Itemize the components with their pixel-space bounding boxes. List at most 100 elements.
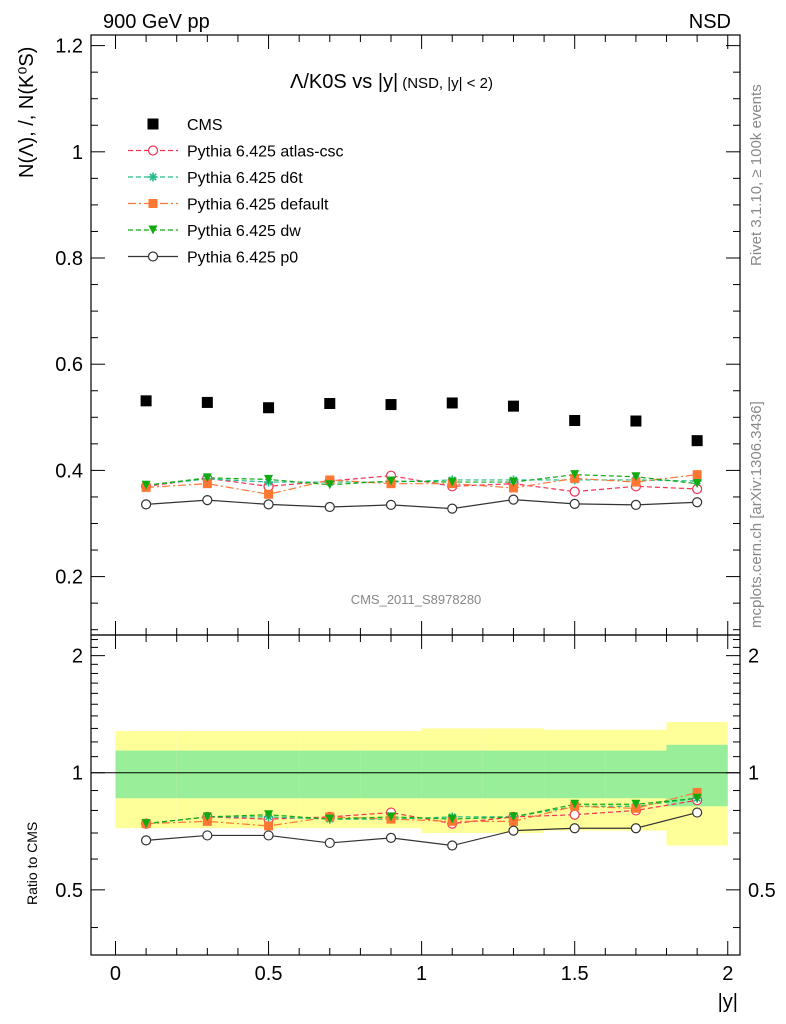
point-pythia-6-425-dw — [202, 473, 212, 483]
header-left-label: 900 GeV pp — [103, 11, 210, 33]
legend-entry-pythia-6-425-atlas-csc: Pythia 6.425 atlas-csc — [128, 144, 344, 161]
x-tick-label: 1.5 — [561, 963, 589, 985]
ratio-y-tick-label-right: 2 — [748, 646, 759, 668]
ratio-line-pythia-6-425-dw — [146, 797, 698, 825]
legend-marker — [147, 251, 159, 262]
y-tick-label: 0.4 — [55, 460, 83, 482]
ratio-point-pythia-6-425-default — [264, 821, 274, 831]
ratio-line-pythia-6-425-p0 — [146, 811, 698, 847]
ratio-point-pythia-6-425-p0 — [692, 807, 703, 818]
mcplots-reference-text: mcplots.cern.ch [arXiv:1306.3436] — [748, 401, 765, 628]
point-cms — [446, 397, 458, 409]
axis-ticks — [91, 35, 740, 955]
ratio-point-pythia-6-425-p0 — [324, 837, 335, 849]
point-cms — [569, 414, 581, 426]
point-cms — [263, 402, 275, 414]
ratio-point-pythia-6-425-p0 — [263, 830, 274, 841]
plot-title: Λ/K0S vs |y| (NSD, |y| < 2) — [290, 71, 493, 93]
ratio-point-pythia-6-425-p0 — [447, 840, 458, 851]
point-pythia-6-425-default — [325, 475, 335, 485]
ratio-y-axis-label: Ratio to CMS — [24, 822, 40, 905]
legend-entry-cms: CMS — [147, 117, 223, 134]
point-pythia-6-425-p0 — [508, 494, 519, 505]
ratio-point-pythia-6-425-p0 — [385, 832, 397, 844]
series-line-pythia-6-425-p0 — [146, 498, 698, 510]
point-pythia-6-425-dw — [692, 479, 702, 489]
x-tick-label: 0.5 — [255, 963, 283, 985]
legend-marker — [148, 225, 158, 235]
y-tick-label: 1.2 — [55, 36, 83, 58]
legend-label: Pythia 6.425 dw — [187, 223, 301, 240]
series-lines — [146, 474, 698, 847]
legend-label: CMS — [187, 117, 223, 134]
axis-tick-labels: 0 0.5 1 1.5 2 0.2 0.4 0.6 0.8 1 1.2 0.5 0.5 1 1 2 2 — [55, 36, 776, 985]
point-pythia-6-425-dw — [264, 474, 274, 484]
point-pythia-6-425-default — [692, 470, 702, 480]
ratio-band-stat — [299, 750, 361, 799]
point-cms — [691, 435, 703, 447]
point-pythia-6-425-dw — [631, 472, 641, 482]
ratio-band-stat — [421, 750, 483, 799]
point-pythia-6-425-default — [508, 483, 518, 493]
ratio-plot-frame — [90, 634, 741, 956]
point-pythia-6-425-default — [631, 477, 641, 487]
point-pythia-6-425-p0 — [569, 498, 580, 509]
x-tick-label: 2 — [722, 963, 733, 985]
point-pythia-6-425-p0 — [141, 499, 152, 510]
point-cms — [324, 397, 336, 409]
point-cms — [507, 400, 519, 412]
point-pythia-6-425-p0 — [630, 499, 642, 511]
ratio-y-tick-label: 2 — [72, 646, 83, 668]
ratio-point-pythia-6-425-dw — [508, 812, 518, 822]
x-axis-label: |y| — [718, 991, 738, 1013]
legend-marker — [147, 118, 159, 130]
ratio-point-pythia-6-425-p0 — [141, 835, 152, 846]
ratio-point-pythia-6-425-dw — [631, 799, 641, 809]
point-cms — [140, 395, 152, 407]
point-pythia-6-425-dw — [570, 470, 580, 480]
y-axis-label: N(Λ), /, N(K⁰S) — [16, 47, 38, 178]
ratio-line-pythia-6-425-default — [146, 791, 698, 827]
legend-marker — [147, 145, 159, 156]
ratio-y-tick-label: 1 — [72, 763, 83, 785]
point-pythia-6-425-atlas-csc — [569, 486, 580, 497]
legend-entry-pythia-6-425-dw: Pythia 6.425 dw — [128, 223, 301, 240]
ratio-band-stat — [237, 750, 300, 799]
x-tick-label: 1 — [416, 963, 427, 985]
y-tick-label: 0.6 — [55, 354, 83, 376]
legend-label: Pythia 6.425 default — [187, 197, 329, 214]
point-cms — [385, 399, 397, 411]
ratio-band-stat — [605, 750, 667, 799]
ratio-y-tick-label-right: 0.5 — [748, 880, 776, 902]
ratio-point-pythia-6-425-dw — [447, 814, 457, 824]
series-line-pythia-6-425-atlas-csc — [146, 475, 698, 493]
legend-label: Pythia 6.425 d6t — [187, 170, 303, 187]
ratio-point-pythia-6-425-p0 — [569, 823, 580, 834]
ratio-band-stat — [360, 750, 422, 799]
point-pythia-6-425-dw — [386, 476, 396, 486]
y-tick-label: 0.8 — [55, 248, 83, 270]
ratio-band-stat — [176, 750, 238, 799]
ratio-band-stat — [482, 750, 545, 799]
ratio-point-pythia-6-425-dw — [264, 810, 274, 820]
legend-entry-pythia-6-425-default: Pythia 6.425 default — [128, 197, 329, 214]
point-pythia-6-425-dw — [447, 477, 457, 487]
point-pythia-6-425-p0 — [385, 499, 397, 511]
plot-title-sub: (NSD, |y| < 2) — [402, 75, 493, 92]
ratio-point-pythia-6-425-dw — [202, 812, 212, 822]
legend-marker — [148, 172, 158, 182]
ratio-point-pythia-6-425-dw — [570, 799, 580, 809]
point-pythia-6-425-p0 — [202, 495, 213, 506]
rivet-version-text: Rivet 3.1.10, ≥ 100k events — [748, 84, 765, 266]
ratio-y-tick-label-right: 1 — [748, 763, 759, 785]
y-tick-label: 0.2 — [55, 567, 83, 589]
analysis-watermark: CMS_2011_S8978280 — [351, 592, 482, 607]
point-pythia-6-425-p0 — [324, 501, 335, 513]
legend-entry-pythia-6-425-d6t: Pythia 6.425 d6t — [128, 170, 303, 187]
point-pythia-6-425-p0 — [263, 499, 274, 510]
legend-label: Pythia 6.425 p0 — [187, 250, 298, 267]
ratio-point-pythia-6-425-atlas-csc — [569, 809, 580, 820]
point-pythia-6-425-p0 — [447, 503, 458, 514]
legend-label: Pythia 6.425 atlas-csc — [187, 144, 344, 161]
